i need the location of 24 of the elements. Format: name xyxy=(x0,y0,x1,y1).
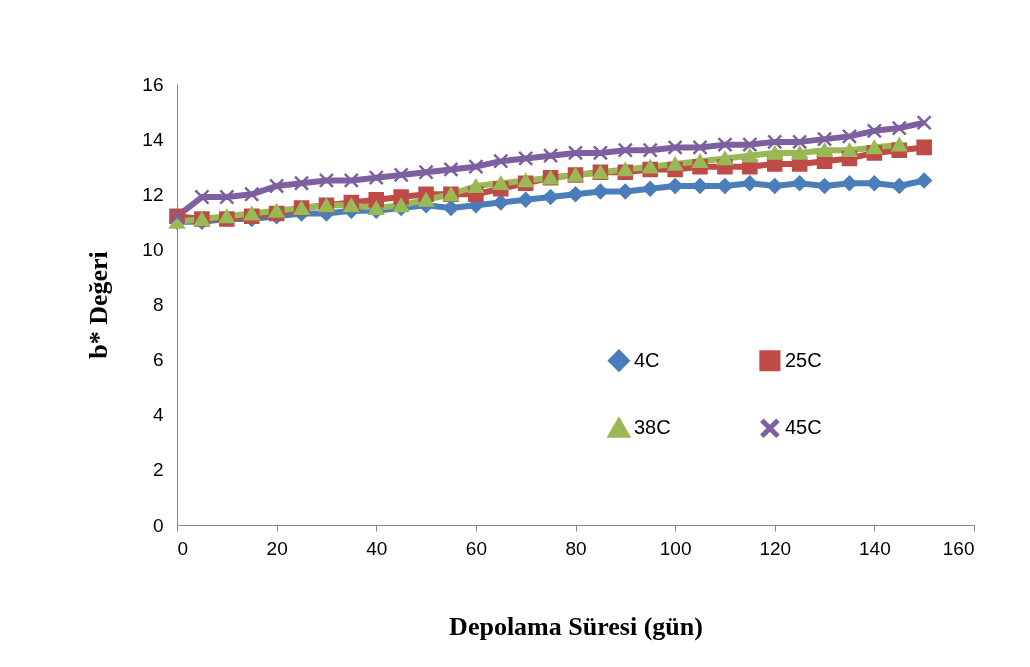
legend-label: 25C xyxy=(784,348,822,371)
y-tick-label: 4 xyxy=(152,404,164,426)
x-tick-label: 40 xyxy=(366,537,388,559)
x-axis-title: Depolama Süresi (gün) xyxy=(449,611,703,641)
y-tick-label: 12 xyxy=(142,183,164,205)
y-tick-label: 16 xyxy=(142,73,164,95)
legend-label: 4C xyxy=(633,348,660,371)
x-tick-label: 80 xyxy=(565,537,587,559)
x-tick-label: 20 xyxy=(266,537,288,559)
legend-label: 45C xyxy=(784,416,822,439)
y-tick-label: 6 xyxy=(152,349,164,371)
x-tick-label: 120 xyxy=(759,537,792,559)
y-tick-label: 14 xyxy=(142,128,164,150)
y-axis-title: b* Değeri xyxy=(84,251,114,359)
x-tick-label: 0 xyxy=(177,537,189,559)
x-tick-label: 100 xyxy=(659,537,692,559)
x-tick-label: 160 xyxy=(942,537,975,559)
y-tick-label: 8 xyxy=(152,294,164,315)
legend-label: 38C xyxy=(633,416,671,439)
x-tick-label: 140 xyxy=(859,537,891,559)
y-tick-label: 0 xyxy=(152,514,164,536)
x-tick-label: 60 xyxy=(465,537,487,559)
y-tick-label: 2 xyxy=(152,459,164,481)
y-tick-label: 10 xyxy=(142,238,164,260)
